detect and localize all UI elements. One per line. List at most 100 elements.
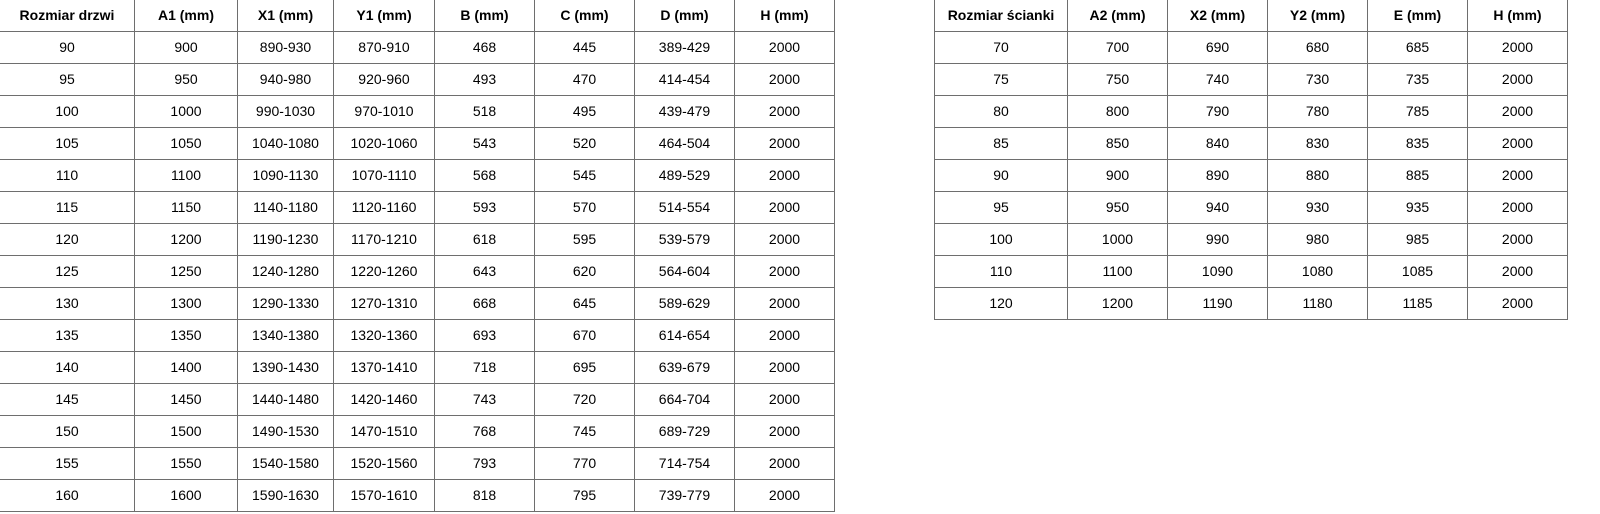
table-cell: 595 [534,223,635,256]
table-cell: 545 [534,159,635,192]
table-cell: 120 [934,287,1068,320]
table-cell: 1090 [1167,255,1268,288]
table-cell: 140 [0,351,135,384]
table-cell: 115 [0,191,135,224]
table-row: 150 1500 1490-1530 1470-1510 768 745 689-729 20… [0,415,835,448]
table-cell: 1200 [1067,287,1168,320]
table-header-row: Rozmiar ścianki A2 (mm) X2 (mm) Y2 (mm) E (m… [934,0,1568,32]
table-cell: 493 [434,63,535,96]
table-cell: 990 [1167,223,1268,256]
table-cell: 830 [1267,127,1368,160]
table-cell: 75 [934,63,1068,96]
table-cell: 2000 [734,351,835,384]
table-row: 140 1400 1390-1430 1370-1410 718 695 639-679 20… [0,351,835,384]
table-cell: 1270-1310 [333,287,435,320]
table-cell: 445 [534,31,635,64]
table-cell: 750 [1067,63,1168,96]
table-cell: 135 [0,319,135,352]
table-cell: 1120-1160 [333,191,435,224]
table-cell: 1220-1260 [333,255,435,288]
table-row: 85 850 840 830 835 2000 [934,127,1568,160]
table-cell: 1085 [1367,255,1468,288]
table-cell: 885 [1367,159,1468,192]
table-cell: 620 [534,255,635,288]
column-header: E (mm) [1367,0,1468,32]
table-cell: 1320-1360 [333,319,435,352]
table-cell: 1390-1430 [237,351,334,384]
table-cell: 2000 [734,159,835,192]
table-cell: 940 [1167,191,1268,224]
table-cell: 568 [434,159,535,192]
table-cell: 589-629 [634,287,735,320]
table-cell: 1080 [1267,255,1368,288]
table-cell: 743 [434,383,535,416]
table-cell: 795 [534,479,635,512]
table-cell: 680 [1267,31,1368,64]
table-cell: 1100 [134,159,238,192]
table-cell: 1100 [1067,255,1168,288]
table-row: 100 1000 990 980 985 2000 [934,223,1568,256]
table-cell: 735 [1367,63,1468,96]
table-cell: 1520-1560 [333,447,435,480]
table-cell: 1570-1610 [333,479,435,512]
table-cell: 564-604 [634,255,735,288]
table-cell: 980 [1267,223,1368,256]
table-cell: 470 [534,63,635,96]
table-cell: 120 [0,223,135,256]
table-row: 105 1050 1040-1080 1020-1060 543 520 464-504 20… [0,127,835,160]
table-header-row: Rozmiar drzwi A1 (mm) X1 (mm) Y1 (mm) B (mm)… [0,0,835,32]
table-cell: 1290-1330 [237,287,334,320]
table-cell: 2000 [1467,127,1568,160]
table-cell: 793 [434,447,535,480]
table-cell: 900 [1067,159,1168,192]
table-cell: 1600 [134,479,238,512]
table-cell: 785 [1367,95,1468,128]
table-cell: 618 [434,223,535,256]
table-row: 130 1300 1290-1330 1270-1310 668 645 589-629 20… [0,287,835,320]
table-cell: 643 [434,255,535,288]
table-cell: 695 [534,351,635,384]
table-cell: 520 [534,127,635,160]
table-cell: 1450 [134,383,238,416]
table-cell: 543 [434,127,535,160]
table-cell: 2000 [1467,31,1568,64]
table-cell: 2000 [1467,223,1568,256]
table-cell: 90 [934,159,1068,192]
table-cell: 718 [434,351,535,384]
table-cell: 2000 [1467,159,1568,192]
table-cell: 1090-1130 [237,159,334,192]
table-cell: 1000 [1067,223,1168,256]
table-cell: 690 [1167,31,1268,64]
table-cell: 1190-1230 [237,223,334,256]
table-cell: 593 [434,191,535,224]
table-cell: 160 [0,479,135,512]
table-cell: 2000 [1467,63,1568,96]
table-cell: 1550 [134,447,238,480]
table-cell: 100 [0,95,135,128]
table-cell: 780 [1267,95,1368,128]
table-cell: 414-454 [634,63,735,96]
table-cell: 668 [434,287,535,320]
table-cell: 850 [1067,127,1168,160]
table-cell: 900 [134,31,238,64]
table-cell: 1300 [134,287,238,320]
table-cell: 1040-1080 [237,127,334,160]
table-cell: 85 [934,127,1068,160]
column-header: H (mm) [1467,0,1568,32]
table-row: 95 950 940 930 935 2000 [934,191,1568,224]
table-cell: 740 [1167,63,1268,96]
table-cell: 745 [534,415,635,448]
table-cell: 389-429 [634,31,735,64]
table-cell: 670 [534,319,635,352]
table-cell: 145 [0,383,135,416]
column-header: X2 (mm) [1167,0,1268,32]
table-cell: 125 [0,255,135,288]
table-cell: 2000 [734,31,835,64]
table-cell: 1020-1060 [333,127,435,160]
table-cell: 800 [1067,95,1168,128]
table-row: 155 1550 1540-1580 1520-1560 793 770 714-754 20… [0,447,835,480]
table-cell: 495 [534,95,635,128]
table-cell: 1490-1530 [237,415,334,448]
wall-size-table: Rozmiar ścianki A2 (mm) X2 (mm) Y2 (mm) E (m… [934,0,1568,320]
table-cell: 2000 [734,447,835,480]
